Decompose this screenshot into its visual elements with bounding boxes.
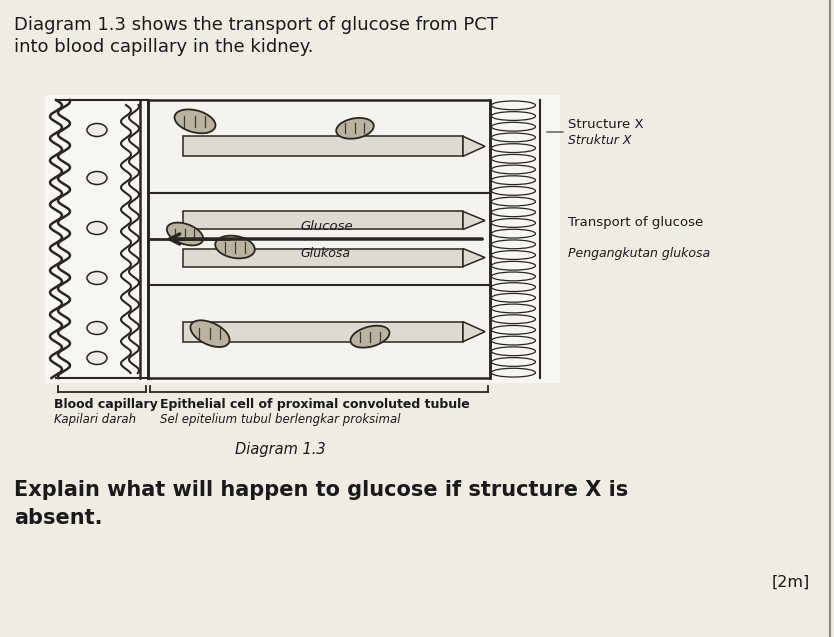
Ellipse shape <box>87 271 107 285</box>
Ellipse shape <box>491 250 535 259</box>
Ellipse shape <box>491 176 535 185</box>
Ellipse shape <box>87 124 107 136</box>
Ellipse shape <box>491 187 535 196</box>
Ellipse shape <box>491 347 535 355</box>
Text: Glukosa: Glukosa <box>300 247 350 260</box>
Ellipse shape <box>491 111 535 120</box>
Bar <box>45 95 560 383</box>
Text: Epithelial cell of proximal convoluted tubule: Epithelial cell of proximal convoluted t… <box>160 398 470 411</box>
Text: Kapilari darah: Kapilari darah <box>54 413 136 426</box>
Text: Struktur X: Struktur X <box>568 134 631 147</box>
Ellipse shape <box>215 236 255 259</box>
Ellipse shape <box>491 218 535 227</box>
Polygon shape <box>463 322 485 341</box>
Ellipse shape <box>167 222 203 245</box>
Text: [2m]: [2m] <box>771 575 810 590</box>
Text: Sel epitelium tubul berlengkar proksimal: Sel epitelium tubul berlengkar proksimal <box>160 413 400 426</box>
Ellipse shape <box>491 294 535 302</box>
Text: Glucose: Glucose <box>300 220 353 233</box>
Polygon shape <box>463 136 485 156</box>
Text: Diagram 1.3: Diagram 1.3 <box>234 442 325 457</box>
Text: Transport of glucose: Transport of glucose <box>568 216 703 229</box>
Bar <box>183 211 463 229</box>
Ellipse shape <box>491 208 535 217</box>
Ellipse shape <box>491 326 535 334</box>
Text: Explain what will happen to glucose if structure X is: Explain what will happen to glucose if s… <box>14 480 628 500</box>
Ellipse shape <box>87 352 107 364</box>
Ellipse shape <box>491 144 535 152</box>
Ellipse shape <box>491 240 535 248</box>
Ellipse shape <box>491 122 535 131</box>
Ellipse shape <box>87 222 107 234</box>
Ellipse shape <box>491 368 535 377</box>
Bar <box>183 322 463 341</box>
Ellipse shape <box>491 283 535 292</box>
Ellipse shape <box>491 133 535 142</box>
Ellipse shape <box>491 315 535 324</box>
Text: absent.: absent. <box>14 508 103 528</box>
Ellipse shape <box>491 154 535 163</box>
Ellipse shape <box>491 336 535 345</box>
Text: Structure X: Structure X <box>568 118 644 131</box>
Ellipse shape <box>174 110 215 133</box>
Ellipse shape <box>190 320 229 347</box>
Text: into blood capillary in the kidney.: into blood capillary in the kidney. <box>14 38 314 56</box>
Ellipse shape <box>491 357 535 366</box>
Ellipse shape <box>491 229 535 238</box>
Bar <box>183 136 463 156</box>
Ellipse shape <box>350 326 389 348</box>
Polygon shape <box>463 211 485 229</box>
Text: Diagram 1.3 shows the transport of glucose from PCT: Diagram 1.3 shows the transport of gluco… <box>14 16 498 34</box>
Ellipse shape <box>87 171 107 185</box>
Bar <box>148 100 490 378</box>
Text: Pengangkutan glukosa: Pengangkutan glukosa <box>568 247 710 260</box>
Ellipse shape <box>87 322 107 334</box>
Ellipse shape <box>336 118 374 139</box>
Bar <box>183 248 463 266</box>
Polygon shape <box>463 248 485 266</box>
Ellipse shape <box>491 261 535 270</box>
Ellipse shape <box>491 101 535 110</box>
Ellipse shape <box>491 304 535 313</box>
Ellipse shape <box>491 165 535 174</box>
Ellipse shape <box>491 272 535 281</box>
Ellipse shape <box>491 197 535 206</box>
Text: Blood capillary: Blood capillary <box>54 398 158 411</box>
